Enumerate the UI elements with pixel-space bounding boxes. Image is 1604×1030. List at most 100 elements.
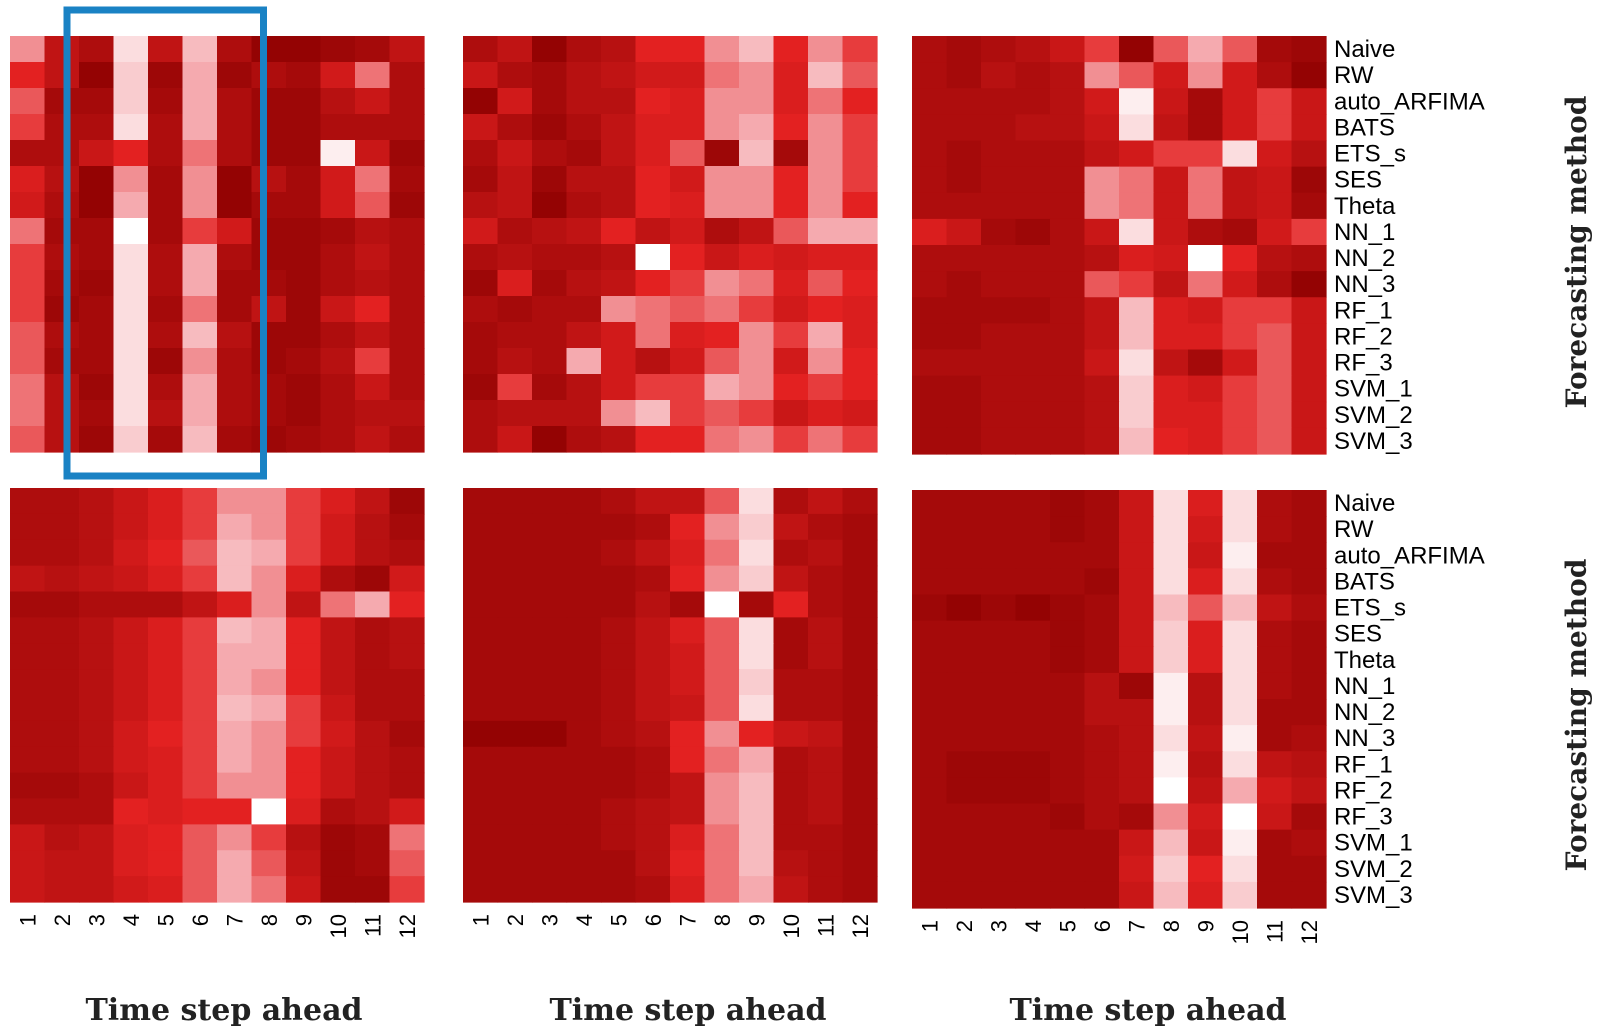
heatmap-cell [981,62,1017,89]
heatmap-cell [704,539,740,567]
heatmap-cell [1119,725,1155,752]
heatmap-cell [981,881,1017,909]
heatmap-cell [320,270,356,297]
heatmap-cell [497,850,533,877]
heatmap-cell [320,192,356,219]
heatmap-cell [217,513,253,541]
heatmap-cell [148,539,184,567]
heatmap-cell [463,62,499,89]
heatmap-panel-bottom-middle [463,488,878,903]
heatmap-cell [808,591,844,618]
heatmap-cell [946,777,982,805]
heatmap-cell [1153,297,1189,324]
heatmap-cell [981,192,1017,220]
heatmap-cell [912,427,948,455]
heatmap-cell [946,401,982,429]
heatmap-cell [635,850,671,877]
heatmap-cell [497,772,533,800]
heatmap-cell [670,565,706,593]
heatmap-cell [842,244,878,271]
heatmap-cell [981,490,1017,517]
heatmap-cell [1153,401,1189,429]
heatmap-cell [1050,218,1086,246]
heatmap-cell [10,192,46,219]
heatmap-cell [1222,323,1258,351]
heatmap-cell [670,140,706,167]
heatmap-cell [497,322,533,349]
heatmap-cell [1015,140,1051,168]
heatmap-cell [113,88,149,115]
heatmap-cell [79,720,115,748]
heatmap-cell [217,772,253,800]
heatmap-cell [355,617,391,644]
heatmap-cell [670,876,706,903]
heatmap-cell [355,166,391,193]
heatmap-cell [981,516,1017,543]
heatmap-cell [320,746,356,774]
heatmap-cell [463,824,499,851]
heatmap-cell [981,323,1017,351]
row-label-SVM_3: SVM_3 [1334,882,1413,909]
heatmap-cell [532,114,568,141]
heatmap-cell [1153,62,1189,89]
heatmap-cell [635,539,671,567]
row-label-ETS_s: ETS_s [1334,141,1406,168]
heatmap-cell [1257,568,1293,596]
heatmap-cell [601,488,637,515]
heatmap-cell [320,400,356,427]
heatmap-cell [842,348,878,375]
heatmap-cell [1015,855,1051,883]
heatmap-cell [912,36,948,63]
heatmap-cell [704,400,740,427]
heatmap-cell [842,62,878,89]
heatmap-cell [44,244,80,271]
heatmap-cell [532,565,568,593]
heatmap-cell [10,798,46,825]
heatmap-cell [1050,192,1086,220]
heatmap-cell [79,850,115,877]
heatmap-cell [182,426,218,453]
heatmap-cell [1084,490,1120,517]
heatmap-cell [355,270,391,297]
row-label-SES: SES [1334,621,1382,648]
heatmap-cell [601,669,637,696]
heatmap-cell [635,192,671,219]
heatmap-cell [1291,140,1327,168]
heatmap-cell [320,617,356,644]
heatmap-cell [389,322,425,349]
heatmap-cell [286,166,322,193]
heatmap-cell [912,297,948,324]
column-tick-6: 6 [188,914,213,926]
heatmap-cell [946,516,982,543]
heatmap-cell [10,348,46,375]
heatmap-cell [1050,829,1086,857]
heatmap-cell [389,669,425,696]
heatmap-cell [773,270,809,297]
heatmap-cell [842,114,878,141]
heatmap-cell [773,643,809,670]
heatmap-cell [739,114,775,141]
heatmap-cell [1084,218,1120,246]
heatmap-cell [670,746,706,774]
heatmap-cell [182,539,218,567]
heatmap-cell [1291,192,1327,220]
heatmap-cell [463,270,499,297]
heatmap-cell [842,669,878,696]
heatmap-cell [981,672,1017,700]
heatmap-cell [1084,375,1120,403]
heatmap-cell [601,218,637,245]
heatmap-cell [532,798,568,825]
heatmap-cell [251,565,287,593]
heatmap-cell [182,591,218,618]
heatmap-cell [912,672,948,700]
heatmap-cell [739,62,775,89]
heatmap-cell [113,374,149,401]
heatmap-cell [389,643,425,670]
heatmap-cell [1050,490,1086,517]
heatmap-cell [773,140,809,167]
heatmap-cell [566,488,602,515]
heatmap-cell [182,488,218,515]
heatmap-cell [320,296,356,323]
heatmap-cell [355,591,391,618]
heatmap-cell [389,772,425,800]
